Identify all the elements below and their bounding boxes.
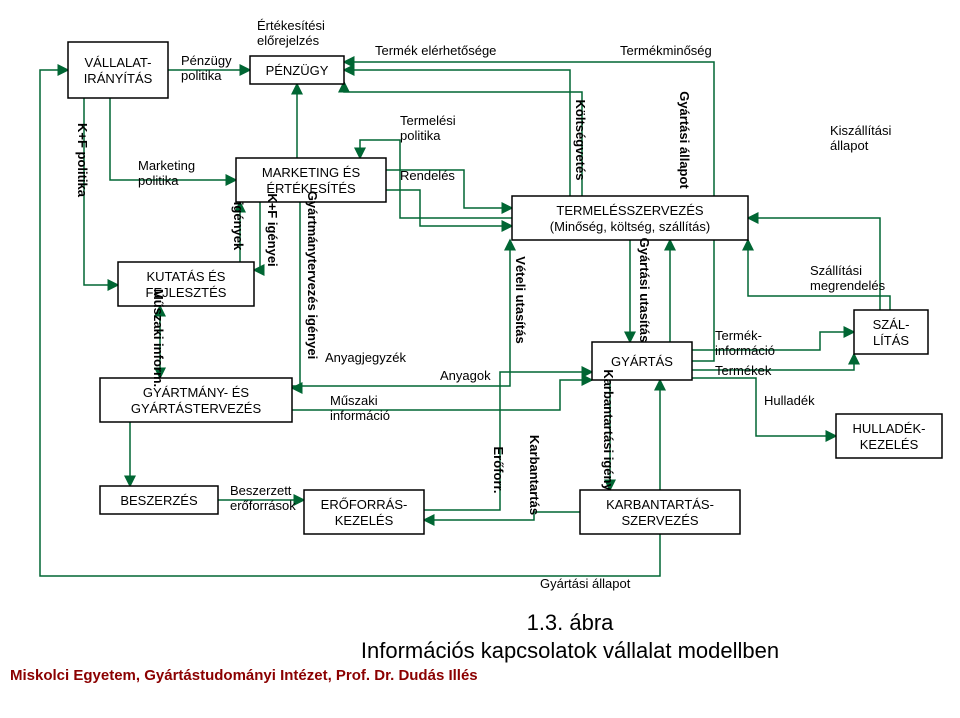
hlabel-termek_informacio: információ <box>715 343 775 358</box>
diagram-canvas: VÁLLALAT-IRÁNYÍTÁSPÉNZÜGYMARKETING ÉSÉRT… <box>0 0 960 718</box>
vlabel-muszaki_inform: Műszaki inform. <box>151 289 166 387</box>
node-vallalat: VÁLLALAT-IRÁNYÍTÁS <box>68 42 168 98</box>
hlabel-marketing_politika: politika <box>138 173 179 188</box>
node-hullkez: HULLADÉK-KEZELÉS <box>836 414 942 458</box>
vlabel-gyartmanyterv_igenyei: Gyártmánytervezés igényei <box>305 191 320 359</box>
vlabel-karbantartas_v: Karbantartás <box>527 435 542 515</box>
hlabel-gyartasi_allapot_bot: Gyártási állapot <box>540 576 631 591</box>
node-label: KARBANTARTÁS- <box>606 497 714 512</box>
hlabel-szall_megrend: megrendelés <box>810 278 886 293</box>
node-label: MARKETING ÉS <box>262 165 361 180</box>
hlabel-termelesi_politika: Termelési <box>400 113 456 128</box>
hlabel-szall_megrend: Szállítási <box>810 263 862 278</box>
hlabel-beszerzett_eroforr: erőforrások <box>230 498 296 513</box>
vlabel-kf_igenyei: K+F igényei <box>265 193 280 266</box>
hlabel-ertekesitesi_elorejelzes: Értékesítési <box>257 18 325 33</box>
figure-title: Információs kapcsolatok vállalat modellb… <box>361 638 779 663</box>
edge-eroforr-karbszerv <box>424 512 580 520</box>
vlabel-gyartasi_utas: Gyártási utasítás <box>637 238 652 343</box>
node-label: VÁLLALAT- <box>85 55 152 70</box>
node-gyartmany: GYÁRTMÁNY- ÉSGYÁRTÁSTERVEZÉS <box>100 378 292 422</box>
node-label: SZÁL- <box>873 317 910 332</box>
hlabel-anyagjegyzek: Anyagjegyzék <box>325 350 406 365</box>
hlabel-termelesi_politika: politika <box>400 128 441 143</box>
hlabel-rendeles: Rendelés <box>400 168 455 183</box>
node-beszerz: BESZERZÉS <box>100 486 218 514</box>
node-termszerv: TERMELÉSSZERVEZÉS(Minőség, költség, szál… <box>512 196 748 240</box>
node-label: TERMELÉSSZERVEZÉS <box>556 203 703 218</box>
hlabel-penzugy_politika: Pénzügy <box>181 53 232 68</box>
hlabel-termekek: Termékek <box>715 363 772 378</box>
node-label: KEZELÉS <box>860 437 919 452</box>
credit-line: Miskolci Egyetem, Gyártástudományi Intéz… <box>10 667 478 684</box>
node-kutatas: KUTATÁS ÉSFEJLESZTÉS <box>118 262 254 306</box>
node-label: PÉNZÜGY <box>266 63 329 78</box>
hlabel-beszerzett_eroforr: Beszerzett <box>230 483 292 498</box>
node-penzugy: PÉNZÜGY <box>250 56 344 84</box>
hlabel-termek_elerheto: Termék elérhetősége <box>375 43 496 58</box>
vlabel-igenyek: igények <box>231 202 246 251</box>
vlabel-koltsegvetes: Költségvetés <box>573 100 588 181</box>
node-label: GYÁRTÁS <box>611 354 673 369</box>
hlabel-ertekesitesi_elorejelzes: előrejelzés <box>257 33 320 48</box>
hlabel-kiszallitasi_allapot: Kiszállítási <box>830 123 892 138</box>
node-label: LÍTÁS <box>873 333 909 348</box>
hlabel-penzugy_politika: politika <box>181 68 222 83</box>
node-label: SZERVEZÉS <box>621 513 698 528</box>
node-label: KUTATÁS ÉS <box>147 269 226 284</box>
hlabel-hulladek: Hulladék <box>764 393 815 408</box>
node-label: BESZERZÉS <box>120 493 198 508</box>
hlabel-marketing_politika: Marketing <box>138 158 195 173</box>
node-label: IRÁNYÍTÁS <box>84 71 153 86</box>
node-label: GYÁRTMÁNY- ÉS <box>143 385 250 400</box>
node-label: KEZELÉS <box>335 513 394 528</box>
node-label: HULLADÉK- <box>853 421 926 436</box>
node-label: ERŐFORRÁS- <box>321 497 408 512</box>
hlabel-anyagok: Anyagok <box>440 368 491 383</box>
vlabel-allapot_top: Gyártási állapot <box>677 91 692 189</box>
node-szall: SZÁL-LÍTÁS <box>854 310 928 354</box>
edge-marketing-kutatas <box>254 202 260 270</box>
node-label: GYÁRTÁSTERVEZÉS <box>131 401 262 416</box>
figure-number: 1.3. ábra <box>527 610 615 635</box>
hlabel-termekminoseg: Termékminőség <box>620 43 712 58</box>
hlabel-muszaki_info: információ <box>330 408 390 423</box>
vlabel-veteli_utas: Vételi utasítás <box>513 256 528 343</box>
edge-marketing-gyartmany <box>292 202 300 388</box>
node-eroforr: ERŐFORRÁS-KEZELÉS <box>304 490 424 534</box>
vlabel-erofon_v: Erőforr. <box>491 447 506 494</box>
node-label: (Minőség, költség, szállítás) <box>550 219 710 234</box>
vlabel-kf_politika: K+F politika <box>75 123 90 198</box>
edge-eroforr-gyartas <box>424 372 592 510</box>
vlabel-karban_tartasi_igeny: Karbantartási igény <box>601 369 616 491</box>
hlabel-muszaki_info: Műszaki <box>330 393 378 408</box>
hlabel-termek_informacio: Termék- <box>715 328 762 343</box>
node-karbszerv: KARBANTARTÁS-SZERVEZÉS <box>580 490 740 534</box>
hlabel-kiszallitasi_allapot: állapot <box>830 138 869 153</box>
